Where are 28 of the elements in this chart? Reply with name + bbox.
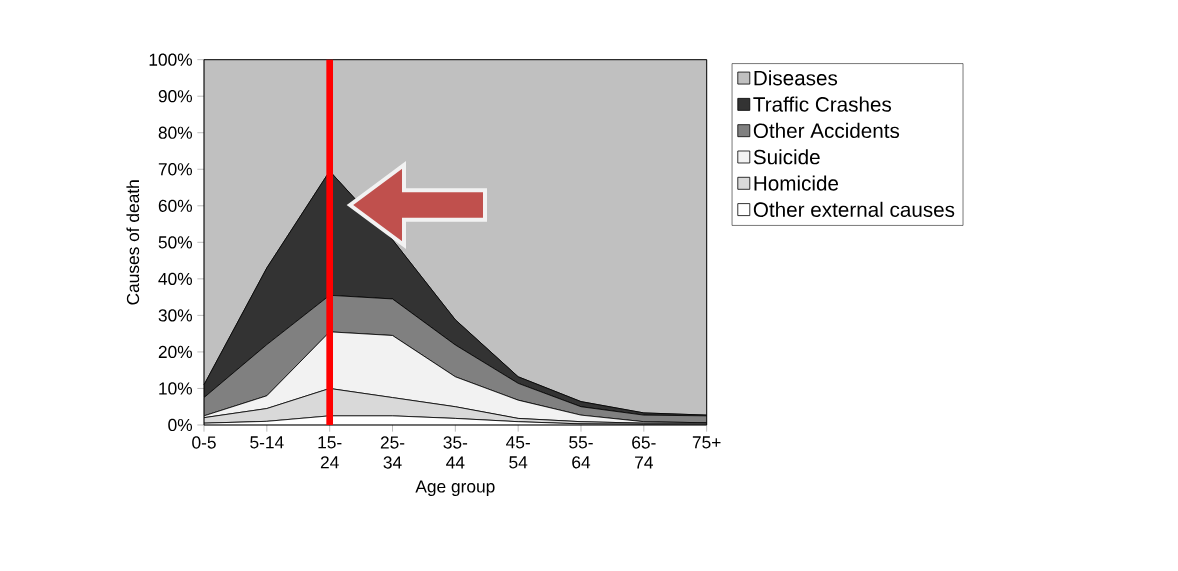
y-tick-label: 50% [158,236,193,249]
y-tick-label: 80% [158,126,193,139]
x-tick-label: 0-5 [192,436,216,449]
y-tick-label: 20% [158,345,193,359]
y-axis-title: Causes of death [126,180,140,305]
legend-label: Diseases [754,70,838,86]
y-tick-label: 40% [158,272,193,285]
y-tick-label: 100% [149,53,193,66]
x-tick-label: 45-54 [506,436,530,469]
legend-label: Other Accidents [753,122,900,139]
legend-label: Suicide [753,149,820,165]
x-tick-label: 25-34 [380,436,405,469]
x-axis-title: Age group [415,480,495,496]
y-tick-label: 0% [168,418,193,432]
x-tick-label: 15-24 [318,436,342,469]
y-tick-label: 30% [158,309,193,322]
x-tick-label: 55-64 [569,436,593,469]
x-tick-label: 5-14 [250,436,284,449]
y-tick-label: 90% [158,90,193,103]
x-tick-label: 65-74 [632,436,656,469]
legend-label: Traffic Crashes [753,96,892,112]
legend-label: Other external causes [753,201,955,217]
y-tick-label: 70% [158,163,193,176]
y-tick-label: 10% [159,382,193,395]
x-tick-label: 75+ [692,436,721,449]
y-tick-label: 60% [158,199,193,212]
x-tick-label: 35-44 [443,436,468,469]
legend-label: Homicide [754,175,839,191]
